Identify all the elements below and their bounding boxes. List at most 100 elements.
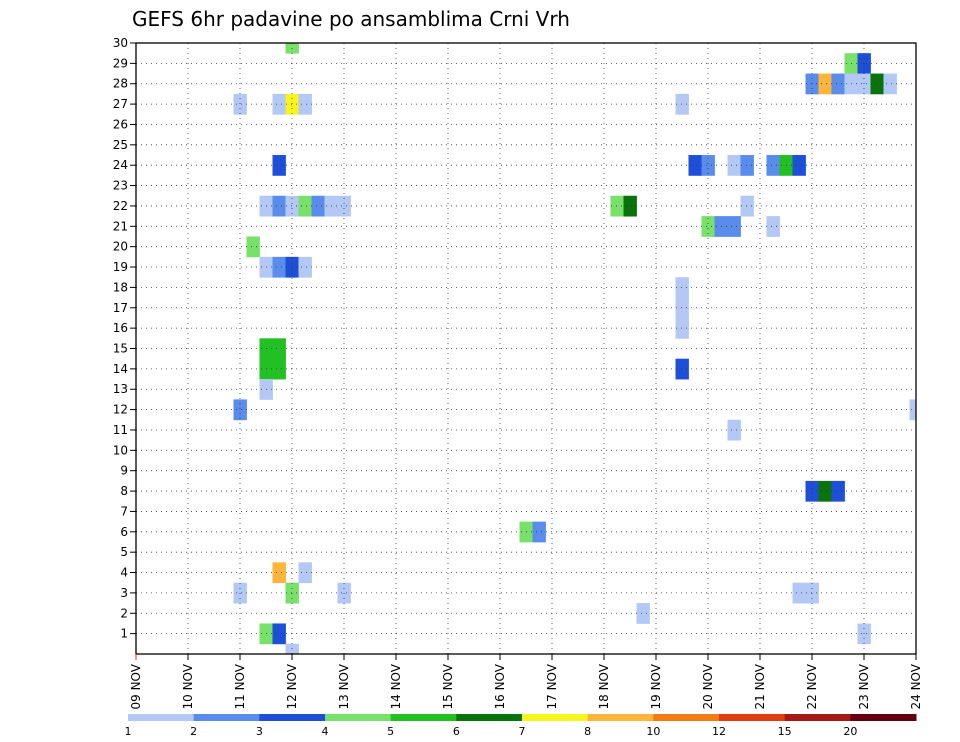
heatmap-cell — [909, 399, 916, 421]
y-tick-label: 16 — [113, 321, 128, 335]
colorbar-label: 4 — [322, 725, 329, 738]
heatmap-cell — [233, 399, 247, 421]
y-tick-label: 2 — [120, 606, 128, 620]
heatmap-cell — [831, 480, 845, 502]
x-tick-label: 21 NOV — [753, 663, 767, 709]
heatmap-cell — [532, 521, 546, 543]
colorbar-segment — [390, 714, 457, 721]
heatmap-cell — [740, 195, 754, 217]
heatmap-cell — [766, 216, 780, 237]
y-tick-label: 19 — [113, 260, 128, 274]
y-tick-label: 14 — [113, 362, 128, 376]
x-tick-label: 14 NOV — [389, 663, 403, 709]
y-tick-label: 13 — [113, 382, 128, 396]
heatmap-cell — [818, 73, 832, 95]
y-tick-label: 24 — [113, 158, 128, 172]
colorbar-label: 6 — [453, 725, 460, 738]
heatmap-cell — [285, 93, 299, 115]
heatmap-cell — [272, 155, 286, 176]
y-tick-label: 12 — [113, 403, 128, 417]
colorbar-label: 15 — [778, 725, 792, 738]
heatmap-cell — [272, 358, 286, 380]
colorbar-label: 7 — [519, 725, 526, 738]
colorbar-label: 3 — [256, 725, 263, 738]
y-tick-label: 29 — [113, 56, 128, 70]
heatmap-cell — [701, 155, 715, 176]
colorbar-segment — [653, 714, 720, 721]
heatmap-cell — [831, 73, 845, 95]
heatmap-cell — [623, 195, 637, 217]
colorbar-segment — [522, 714, 589, 721]
colorbar-label: 20 — [843, 725, 857, 738]
x-tick-label: 24 NOV — [909, 663, 923, 709]
colorbar-label: 10 — [646, 725, 660, 738]
y-tick-label: 4 — [120, 566, 128, 580]
heatmap-cell — [675, 277, 689, 298]
y-tick-label: 17 — [113, 301, 128, 315]
colorbar-label: 8 — [584, 725, 591, 738]
heatmap-cell — [272, 338, 286, 360]
heatmap-cell — [285, 195, 299, 217]
y-tick-label: 27 — [113, 97, 128, 111]
heatmap-cell — [805, 480, 819, 502]
heatmap-cell — [675, 358, 689, 380]
y-tick-label: 7 — [120, 504, 128, 518]
heatmap-cell — [298, 256, 312, 278]
heatmap-cells — [233, 43, 916, 654]
heatmap-cell — [298, 562, 312, 584]
x-tick-label: 11 NOV — [233, 663, 247, 709]
y-tick-label: 15 — [113, 342, 128, 356]
y-axis: 1234567891011121314151617181920212223242… — [113, 36, 136, 641]
heatmap-cell — [688, 155, 702, 176]
heatmap-cell — [675, 93, 689, 115]
colorbar-segment — [587, 714, 654, 721]
colorbar-segment — [325, 714, 392, 721]
grid-lines — [136, 42, 916, 654]
x-tick-label: 17 NOV — [545, 663, 559, 709]
heatmap-cell — [792, 582, 806, 604]
heatmap-cell — [766, 155, 780, 176]
heatmap-cell — [272, 93, 286, 115]
x-tick-label: 19 NOV — [649, 663, 663, 709]
y-tick-label: 9 — [120, 464, 128, 478]
x-tick-label: 20 NOV — [701, 663, 715, 709]
y-tick-label: 21 — [113, 219, 128, 233]
colorbar-label: 12 — [712, 725, 726, 738]
heatmap-cell — [298, 195, 312, 217]
heatmap-cell — [675, 317, 689, 339]
colorbar: 1 2 3 4 5 6 7 8 10 12 15 20 — [125, 714, 917, 738]
x-tick-label: 10 NOV — [181, 663, 195, 709]
heatmap-cell — [701, 216, 715, 237]
y-tick-label: 1 — [120, 627, 128, 641]
y-tick-label: 20 — [113, 240, 128, 254]
y-tick-label: 22 — [113, 199, 128, 213]
heatmap-cell — [883, 73, 897, 95]
y-tick-label: 30 — [113, 36, 128, 50]
heatmap-cell — [272, 195, 286, 217]
y-tick-label: 11 — [113, 423, 128, 437]
x-tick-label: 22 NOV — [805, 663, 819, 709]
heatmap-cell — [818, 480, 832, 502]
y-tick-label: 28 — [113, 77, 128, 91]
x-tick-label: 15 NOV — [441, 663, 455, 709]
x-tick-label: 18 NOV — [597, 663, 611, 709]
y-tick-label: 3 — [120, 586, 128, 600]
heatmap-cell — [337, 195, 351, 217]
y-tick-label: 18 — [113, 280, 128, 294]
chart-title: GEFS 6hr padavine po ansamblima Crni Vrh — [132, 7, 570, 31]
heatmap-cell — [272, 562, 286, 584]
heatmap-cell — [740, 155, 754, 176]
colorbar-segment — [456, 714, 523, 721]
colorbar-segment — [128, 714, 195, 721]
colorbar-segment — [259, 714, 326, 721]
heatmap-cell — [272, 256, 286, 278]
x-tick-label: 23 NOV — [857, 663, 871, 709]
x-tick-label: 13 NOV — [337, 663, 351, 709]
x-axis: 09 NOV 10 NOV 11 NOV 12 NOV 13 NOV 14 NOV 15 N… — [129, 654, 923, 710]
y-tick-label: 5 — [120, 545, 128, 559]
colorbar-segment — [850, 714, 917, 721]
colorbar-label: 1 — [125, 725, 132, 738]
heatmap-cell — [636, 603, 650, 624]
x-tick-label: 09 NOV — [129, 663, 143, 709]
colorbar-segment — [719, 714, 786, 721]
